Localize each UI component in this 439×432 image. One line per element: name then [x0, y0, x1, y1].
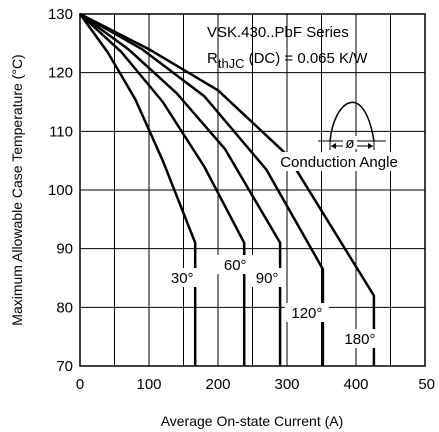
curve-label: 120°	[291, 305, 322, 322]
x-tick-label: 400	[343, 376, 368, 393]
curve-label-bg	[284, 303, 329, 322]
y-tick-label: 120	[48, 65, 73, 82]
curve-label: 180°	[344, 331, 375, 348]
curve-90deg	[79, 12, 282, 366]
curve-120deg	[79, 12, 325, 366]
curve-30deg	[78, 13, 197, 366]
x-tick-label: 0	[76, 376, 84, 393]
rth-rest: (DC) = 0.065 K/W	[249, 50, 369, 67]
rth-label: RthJC (DC) = 0.065 K/W	[207, 50, 368, 71]
x-axis-label: Average On-state Current (A)	[161, 413, 344, 429]
plot-frame	[79, 13, 426, 367]
inset-half-sine	[329, 101, 375, 142]
y-axis-label: Maximum Allowable Case Temperature (°C)	[9, 54, 25, 325]
y-tick-label: 130	[48, 6, 73, 23]
inset-label-bg	[277, 152, 402, 171]
curve-label-bg	[337, 329, 382, 348]
curve-label-bg	[249, 268, 286, 287]
x-tick-label: 50	[418, 376, 435, 393]
inset-label: Conduction Angle	[280, 154, 398, 171]
y-tick-label: 110	[49, 123, 73, 140]
curve-label: 60°	[224, 257, 247, 274]
curve-label: 90°	[256, 270, 279, 287]
tick-labels: 0 100 200 300 400 50 70 80 90 100 110 120 130	[48, 6, 435, 393]
curve-label: 30°	[171, 270, 194, 287]
rth-r: R	[207, 50, 218, 67]
inset-symbol: ø	[345, 135, 354, 152]
curve-label-bg	[217, 255, 254, 274]
x-tick-label: 300	[274, 376, 299, 393]
rth-sub: thJC	[218, 56, 245, 71]
x-tick-label: 200	[205, 376, 230, 393]
series-title: VSK.430..PbF Series	[207, 24, 349, 41]
grid	[80, 14, 425, 366]
curve-180deg	[79, 12, 376, 366]
curves	[78, 12, 376, 366]
curve-label-bg	[164, 268, 201, 287]
y-tick-label: 90	[56, 241, 73, 258]
curve-labels: 30° 60° 90° 120° 180°	[164, 255, 382, 348]
y-tick-label: 80	[56, 299, 73, 316]
y-tick-label: 100	[48, 182, 73, 199]
conduction-angle-inset: ø Conduction Angle	[277, 101, 402, 171]
y-tick-label: 70	[56, 358, 73, 375]
inset-symbol-bg	[343, 136, 357, 149]
inset-arrowheads	[331, 143, 373, 149]
x-tick-label: 100	[136, 376, 161, 393]
